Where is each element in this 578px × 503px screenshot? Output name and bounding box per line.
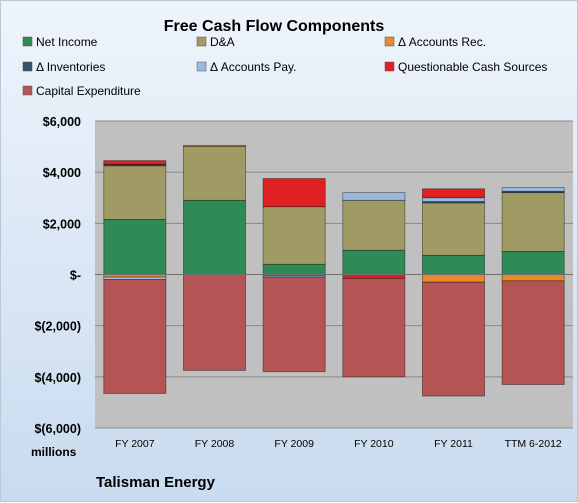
bar-segment xyxy=(422,188,485,199)
bar-segment xyxy=(342,274,406,279)
bar-segment xyxy=(501,192,565,252)
y-tick-label: $2,000 xyxy=(43,217,81,231)
bar-segment xyxy=(183,144,246,147)
legend-item: Net Income xyxy=(22,35,98,49)
y-tick-label: $(2,000) xyxy=(34,320,81,334)
bar-segment xyxy=(342,277,406,378)
y-tick-label: $(4,000) xyxy=(34,371,81,385)
bar-segment xyxy=(501,251,565,275)
x-tick-label: FY 2008 xyxy=(195,438,235,450)
y-tick-label: $(6,000) xyxy=(34,422,81,436)
bar-segment xyxy=(103,165,167,220)
bar-segment xyxy=(501,190,565,194)
bar-segment xyxy=(501,274,565,282)
bar-segment xyxy=(342,199,406,251)
bar-segment xyxy=(262,276,326,373)
bars xyxy=(95,144,573,397)
x-tick-label: FY 2009 xyxy=(274,438,314,450)
x-tick-label: FY 2007 xyxy=(115,438,155,450)
legend-item: Δ Accounts Rec. xyxy=(384,35,486,49)
bar-segment xyxy=(262,178,326,208)
chart-title: Free Cash Flow Components xyxy=(164,18,385,35)
bar-segment xyxy=(103,279,167,394)
bar-segment xyxy=(422,197,485,202)
legend-swatch xyxy=(384,61,395,72)
bar-segment xyxy=(422,202,485,256)
legend-item: D&A xyxy=(196,35,235,49)
legend-label: Net Income xyxy=(36,35,98,49)
y-tick-label: $- xyxy=(70,269,81,283)
y-unit-label: millions xyxy=(31,445,77,459)
x-tick-label: FY 2010 xyxy=(354,438,394,450)
bar-segment xyxy=(103,219,167,275)
legend-label: Capital Expenditure xyxy=(36,84,141,98)
legend-label: D&A xyxy=(210,35,235,49)
legend-label: Δ Accounts Rec. xyxy=(398,35,486,49)
legend-swatch xyxy=(22,61,33,72)
legend-label: Δ Inventories xyxy=(36,60,105,74)
x-tick-label: TTM 6-2012 xyxy=(505,438,562,450)
bar-segment xyxy=(103,160,167,165)
company-label: Talisman Energy xyxy=(96,474,216,491)
legend-item: Capital Expenditure xyxy=(22,84,141,98)
bar-segment xyxy=(501,187,565,192)
legend-item: Questionable Cash Sources xyxy=(384,60,547,74)
y-tick-label: $4,000 xyxy=(43,166,81,180)
bar-segment xyxy=(262,263,326,275)
bar-segment xyxy=(422,281,485,397)
legend-item: Δ Accounts Pay. xyxy=(196,60,297,74)
bar-segment xyxy=(342,249,406,275)
bar-segment xyxy=(262,206,326,265)
bar-segment xyxy=(183,146,246,201)
y-tick-label: $6,000 xyxy=(43,115,81,129)
legend-swatch xyxy=(22,36,33,47)
bar-segment xyxy=(501,280,565,385)
bar-segment xyxy=(342,192,406,201)
legend-swatch xyxy=(196,61,207,72)
bar-segment xyxy=(422,254,485,275)
legend-swatch xyxy=(22,85,33,96)
y-axis-ticks: $6,000 $4,000 $2,000 $- $(2,000) $(4,000) $(6,… xyxy=(34,115,81,436)
bar-segment xyxy=(422,274,485,283)
x-tick-label: FY 2011 xyxy=(434,438,473,450)
legend-label: Questionable Cash Sources xyxy=(398,60,547,74)
bar-segment xyxy=(183,199,246,275)
legend: Net Income D&A Δ Accounts Rec. Δ Inventorie… xyxy=(22,35,547,98)
legend-swatch xyxy=(384,36,395,47)
bar-segment xyxy=(103,276,167,281)
x-axis-ticks: FY 2007 FY 2008 FY 2009 FY 2010 FY 2011 TTM 6… xyxy=(115,438,562,450)
legend-label: Δ Accounts Pay. xyxy=(210,60,297,74)
legend-swatch xyxy=(196,36,207,47)
bar-segment xyxy=(103,164,167,167)
bar-segment xyxy=(183,274,246,371)
legend-item: Δ Inventories xyxy=(22,60,105,74)
